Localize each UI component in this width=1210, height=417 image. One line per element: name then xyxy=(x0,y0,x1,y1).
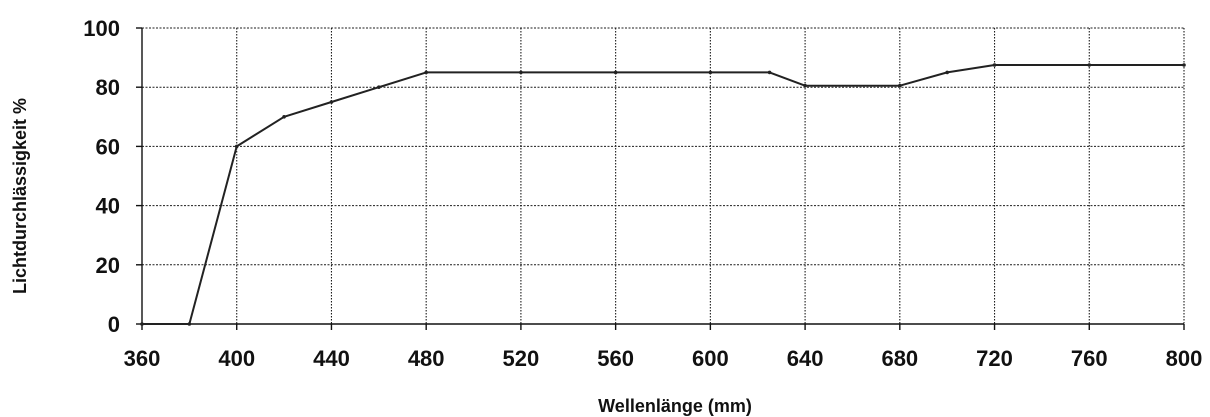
data-point-600 xyxy=(709,71,713,75)
x-tick-label-400: 400 xyxy=(218,346,255,371)
data-point-420 xyxy=(282,115,286,119)
data-point-560 xyxy=(614,71,618,75)
data-point-400 xyxy=(235,145,239,149)
data-point-800 xyxy=(1182,63,1186,67)
y-tick-label-60: 60 xyxy=(96,134,120,159)
series xyxy=(140,63,1186,326)
y-tick-label-80: 80 xyxy=(96,75,120,100)
data-point-520 xyxy=(519,71,523,75)
x-tick-label-720: 720 xyxy=(976,346,1013,371)
x-tick-label-520: 520 xyxy=(503,346,540,371)
x-tick-labels: 360 400 440 480 520 560 600 640 680 720 760 800 xyxy=(124,346,1203,371)
data-point-360 xyxy=(140,322,144,326)
x-tick-label-760: 760 xyxy=(1071,346,1108,371)
y-axis-title: Lichtdurchlässigkeit % xyxy=(10,98,30,294)
y-tick-label-100: 100 xyxy=(83,16,120,41)
data-point-460 xyxy=(377,85,381,89)
y-tick-labels: 0 20 40 60 80 100 xyxy=(83,16,120,337)
x-axis-title: Wellenlänge (mm) xyxy=(598,396,752,416)
data-point-480 xyxy=(424,71,428,75)
y-tick-label-40: 40 xyxy=(96,194,120,219)
data-point-625 xyxy=(768,71,772,75)
x-tick-label-800: 800 xyxy=(1166,346,1203,371)
x-tick-label-600: 600 xyxy=(692,346,729,371)
x-tick-label-560: 560 xyxy=(597,346,634,371)
series-line-0 xyxy=(142,65,1184,324)
x-tick-label-480: 480 xyxy=(408,346,445,371)
y-tick-label-20: 20 xyxy=(96,253,120,278)
x-tick-label-360: 360 xyxy=(124,346,161,371)
data-point-700 xyxy=(945,71,949,75)
x-tick-label-640: 640 xyxy=(787,346,824,371)
data-point-440 xyxy=(330,100,334,104)
y-tick-label-0: 0 xyxy=(108,312,120,337)
data-point-760 xyxy=(1087,63,1091,67)
data-point-640 xyxy=(803,84,807,88)
data-point-380 xyxy=(188,322,192,326)
data-point-720 xyxy=(993,63,997,67)
data-point-680 xyxy=(898,84,902,88)
x-tick-label-680: 680 xyxy=(881,346,918,371)
x-tick-label-440: 440 xyxy=(313,346,350,371)
